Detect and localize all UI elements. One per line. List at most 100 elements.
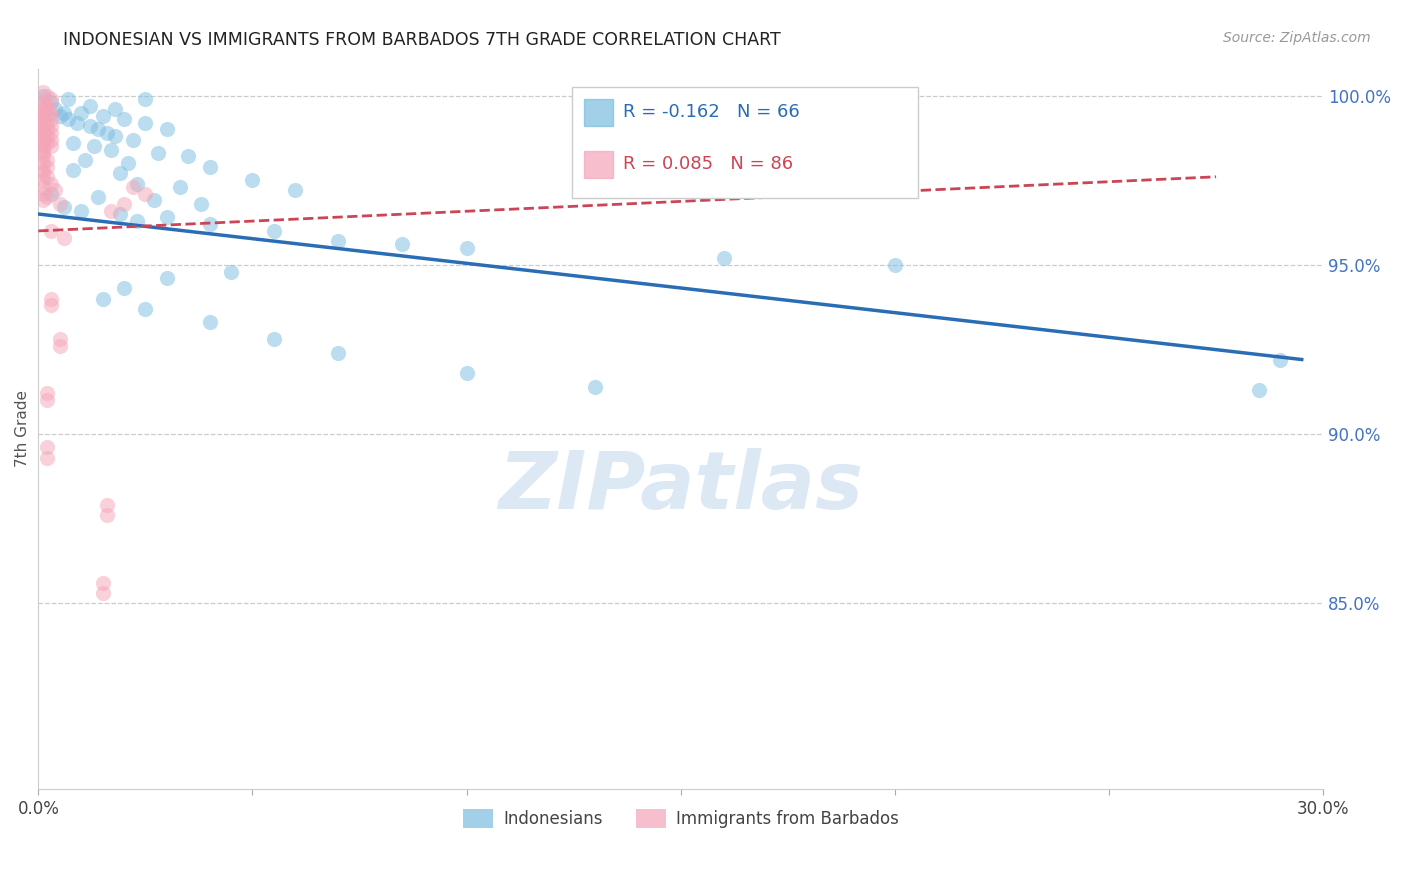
Point	[31, 136, 53, 150]
Point	[96, 498, 118, 512]
Point	[79, 99, 101, 113]
Point	[31, 109, 53, 123]
Point	[134, 92, 156, 106]
Point	[35, 393, 58, 408]
Point	[31, 88, 53, 103]
Point	[883, 258, 905, 272]
Point	[91, 586, 114, 600]
Point	[58, 112, 80, 127]
Point	[31, 112, 53, 127]
Text: R = 0.085   N = 86: R = 0.085 N = 86	[623, 155, 793, 173]
Point	[112, 281, 135, 295]
Point	[31, 163, 53, 178]
Point	[35, 136, 58, 150]
Point	[39, 112, 62, 127]
Point	[39, 119, 62, 133]
Point	[39, 105, 62, 120]
Point	[219, 264, 242, 278]
Point	[39, 95, 62, 110]
Point	[284, 183, 307, 197]
Point	[1270, 352, 1292, 367]
Point	[53, 230, 76, 244]
Point	[70, 203, 93, 218]
Point	[35, 88, 58, 103]
Point	[198, 217, 221, 231]
Point	[134, 301, 156, 316]
Point	[104, 102, 127, 116]
Point	[48, 339, 70, 353]
Point	[391, 237, 413, 252]
Point	[53, 200, 76, 214]
Point	[263, 224, 285, 238]
Point	[198, 315, 221, 329]
Point	[35, 122, 58, 136]
Point	[31, 146, 53, 161]
Bar	[585, 99, 613, 126]
Point	[263, 332, 285, 346]
Point	[35, 441, 58, 455]
Point	[62, 136, 84, 150]
Point	[169, 180, 191, 194]
Text: INDONESIAN VS IMMIGRANTS FROM BARBADOS 7TH GRADE CORRELATION CHART: INDONESIAN VS IMMIGRANTS FROM BARBADOS 7…	[63, 31, 780, 49]
Point	[31, 194, 53, 208]
Point	[177, 149, 200, 163]
Point	[326, 345, 349, 359]
Point	[713, 251, 735, 265]
Point	[31, 149, 53, 163]
Point	[31, 99, 53, 113]
Point	[31, 166, 53, 180]
Point	[35, 102, 58, 116]
FancyBboxPatch shape	[571, 87, 918, 198]
Legend: Indonesians, Immigrants from Barbados: Indonesians, Immigrants from Barbados	[456, 803, 905, 835]
Point	[35, 450, 58, 465]
Point	[104, 129, 127, 144]
Point	[96, 508, 118, 523]
Point	[31, 105, 53, 120]
Point	[39, 126, 62, 140]
Point	[198, 160, 221, 174]
Point	[35, 386, 58, 401]
Point	[31, 156, 53, 170]
Point	[31, 143, 53, 157]
Point	[35, 99, 58, 113]
Point	[125, 177, 148, 191]
Point	[31, 186, 53, 201]
Point	[39, 132, 62, 146]
Point	[112, 197, 135, 211]
Text: Source: ZipAtlas.com: Source: ZipAtlas.com	[1223, 31, 1371, 45]
Text: ZIPatlas: ZIPatlas	[498, 448, 863, 525]
Point	[108, 166, 131, 180]
Point	[583, 379, 606, 393]
Point	[242, 173, 264, 187]
Point	[121, 132, 143, 146]
Point	[44, 102, 66, 116]
Point	[31, 116, 53, 130]
Point	[96, 126, 118, 140]
Point	[148, 146, 170, 161]
Point	[35, 109, 58, 123]
Point	[39, 186, 62, 201]
Text: R = -0.162   N = 66: R = -0.162 N = 66	[623, 103, 800, 121]
Point	[143, 194, 166, 208]
Point	[100, 203, 122, 218]
Point	[31, 119, 53, 133]
Point	[91, 575, 114, 590]
Point	[125, 214, 148, 228]
Point	[91, 109, 114, 123]
Point	[31, 173, 53, 187]
Point	[39, 292, 62, 306]
Point	[39, 224, 62, 238]
Y-axis label: 7th Grade: 7th Grade	[15, 391, 30, 467]
Point	[35, 153, 58, 167]
Point	[456, 241, 478, 255]
Point	[31, 126, 53, 140]
Point	[31, 85, 53, 99]
Point	[58, 92, 80, 106]
Point	[35, 169, 58, 184]
Point	[48, 109, 70, 123]
Point	[35, 129, 58, 144]
Point	[134, 116, 156, 130]
Point	[31, 139, 53, 153]
Point	[87, 190, 110, 204]
Point	[112, 112, 135, 127]
